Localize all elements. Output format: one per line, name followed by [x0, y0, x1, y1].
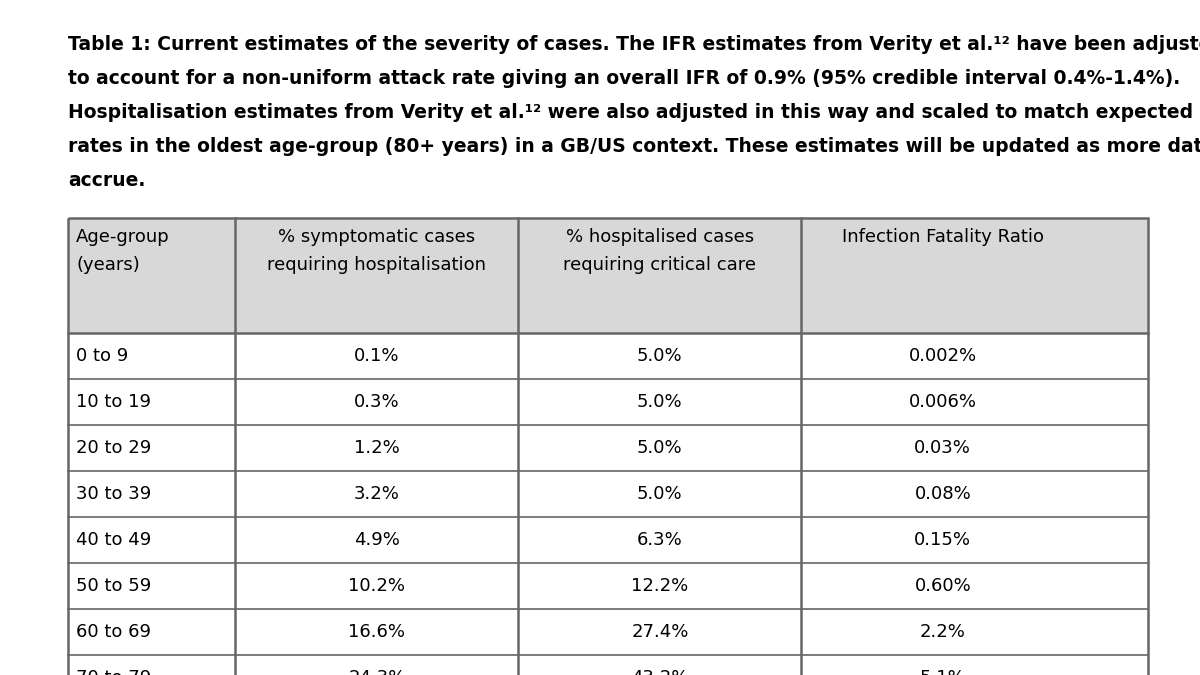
Text: Hospitalisation estimates from Verity et al.¹² were also adjusted in this way an: Hospitalisation estimates from Verity et…	[68, 103, 1193, 122]
Text: % symptomatic cases: % symptomatic cases	[278, 228, 475, 246]
Text: 43.2%: 43.2%	[631, 669, 689, 675]
Text: Table 1: Current estimates of the severity of cases. The IFR estimates from Veri: Table 1: Current estimates of the severi…	[68, 35, 1200, 54]
Text: (years): (years)	[76, 256, 139, 274]
Text: 0.1%: 0.1%	[354, 347, 400, 365]
Text: 27.4%: 27.4%	[631, 623, 689, 641]
Text: requiring hospitalisation: requiring hospitalisation	[268, 256, 486, 274]
Text: 10.2%: 10.2%	[348, 577, 406, 595]
Text: accrue.: accrue.	[68, 171, 145, 190]
Text: 0.15%: 0.15%	[914, 531, 971, 549]
Text: to account for a non-uniform attack rate giving an overall IFR of 0.9% (95% cred: to account for a non-uniform attack rate…	[68, 69, 1181, 88]
Text: Infection Fatality Ratio: Infection Fatality Ratio	[842, 228, 1044, 246]
Text: 60 to 69: 60 to 69	[76, 623, 151, 641]
Text: 16.6%: 16.6%	[348, 623, 406, 641]
Text: 5.0%: 5.0%	[637, 439, 683, 457]
Text: 1.2%: 1.2%	[354, 439, 400, 457]
Text: 4.9%: 4.9%	[354, 531, 400, 549]
Text: 3.2%: 3.2%	[354, 485, 400, 503]
Text: rates in the oldest age-group (80+ years) in a GB/US context. These estimates wi: rates in the oldest age-group (80+ years…	[68, 137, 1200, 156]
Text: 0.002%: 0.002%	[908, 347, 977, 365]
Text: requiring critical care: requiring critical care	[563, 256, 756, 274]
Text: 5.1%: 5.1%	[920, 669, 966, 675]
Text: 12.2%: 12.2%	[631, 577, 689, 595]
Text: Age-group: Age-group	[76, 228, 169, 246]
Text: 40 to 49: 40 to 49	[76, 531, 151, 549]
Text: 5.0%: 5.0%	[637, 347, 683, 365]
Text: 24.3%: 24.3%	[348, 669, 406, 675]
Bar	[68, 218, 1148, 333]
Text: 0.006%: 0.006%	[908, 393, 977, 411]
Text: 10 to 19: 10 to 19	[76, 393, 151, 411]
Text: 2.2%: 2.2%	[920, 623, 966, 641]
Text: 0.60%: 0.60%	[914, 577, 971, 595]
Text: 0.08%: 0.08%	[914, 485, 971, 503]
Bar	[68, 218, 1148, 675]
Text: 0.03%: 0.03%	[914, 439, 971, 457]
Text: % hospitalised cases: % hospitalised cases	[565, 228, 754, 246]
Text: 50 to 59: 50 to 59	[76, 577, 151, 595]
Text: 70 to 79: 70 to 79	[76, 669, 151, 675]
Text: 0.3%: 0.3%	[354, 393, 400, 411]
Text: 30 to 39: 30 to 39	[76, 485, 151, 503]
Text: 5.0%: 5.0%	[637, 485, 683, 503]
Text: 20 to 29: 20 to 29	[76, 439, 151, 457]
Text: 6.3%: 6.3%	[637, 531, 683, 549]
Text: 5.0%: 5.0%	[637, 393, 683, 411]
Text: 0 to 9: 0 to 9	[76, 347, 128, 365]
